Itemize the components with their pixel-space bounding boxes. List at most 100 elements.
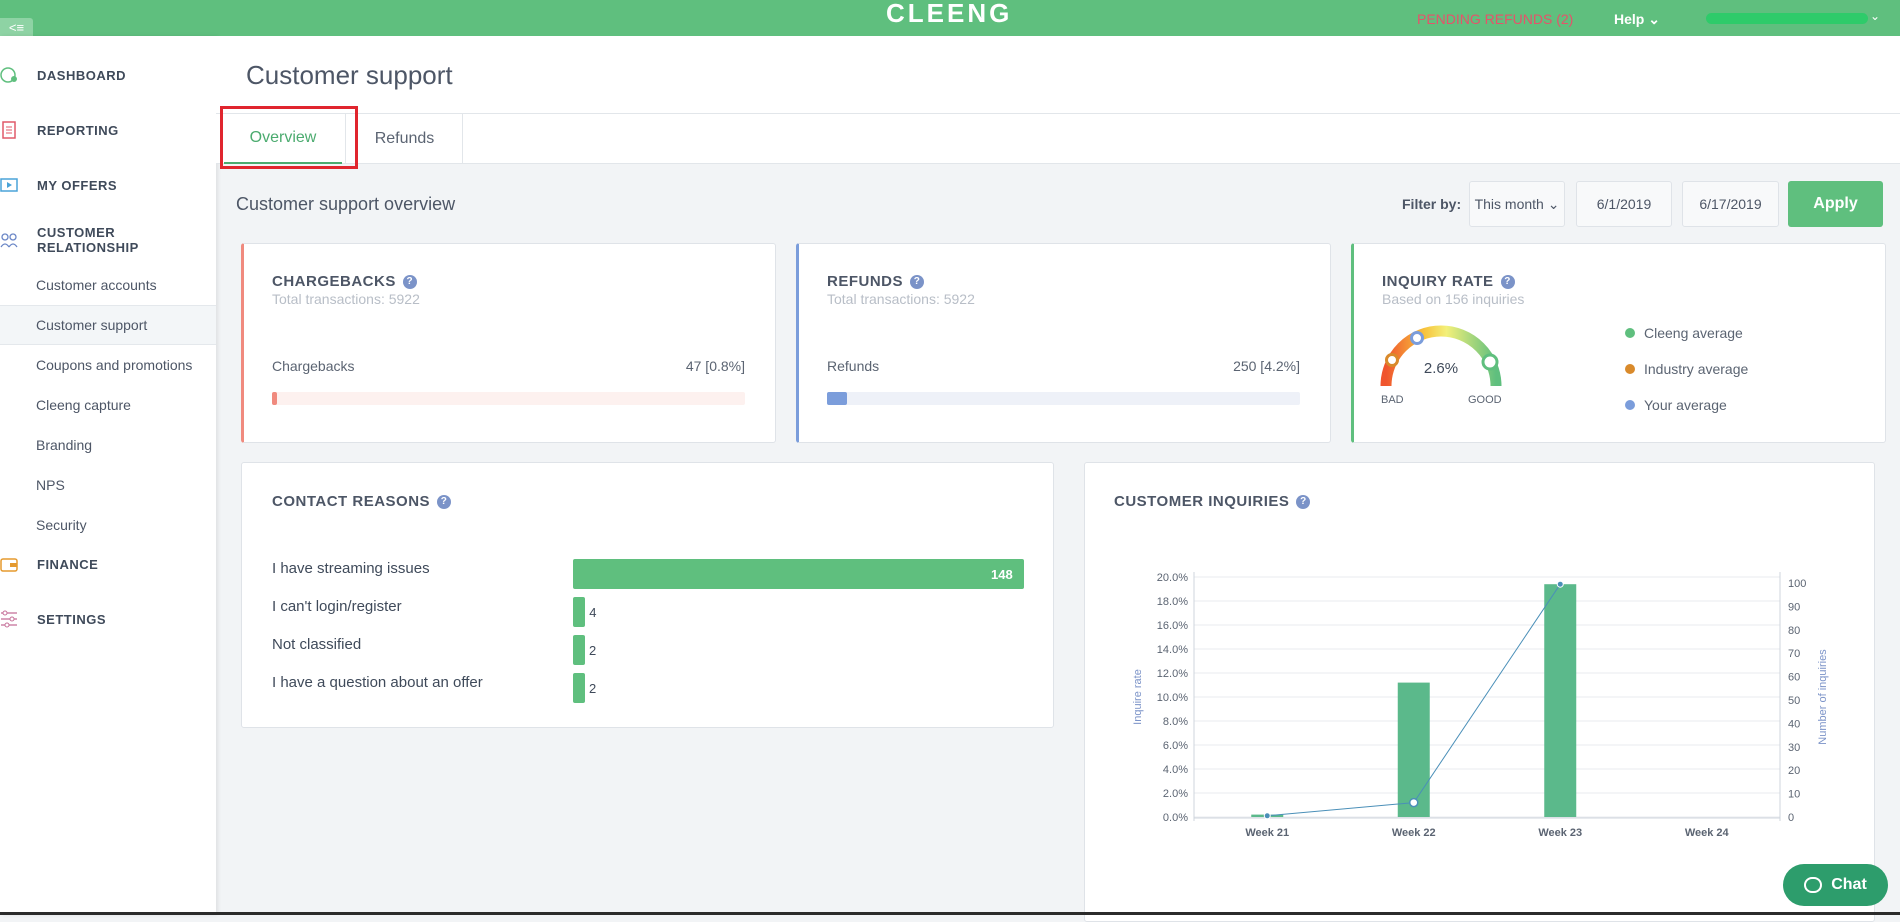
sidebar-item-settings[interactable]: SETTINGS <box>0 607 106 631</box>
gauge-bad-label: BAD <box>1381 394 1404 406</box>
chat-label: Chat <box>1831 876 1867 893</box>
y2-tick-label: 20 <box>1788 765 1800 777</box>
page-title: Customer support <box>246 60 453 90</box>
y-tick-label: 14.0% <box>1157 644 1188 656</box>
chargebacks-card <box>241 243 776 443</box>
gauge-good-label: GOOD <box>1468 394 1502 406</box>
refunds-progress-fill <box>827 392 847 405</box>
y2-tick-label: 70 <box>1788 648 1800 660</box>
y-tick-label: 16.0% <box>1157 620 1188 632</box>
date-from-input[interactable]: 6/1/2019 <box>1576 181 1672 227</box>
help-icon[interactable]: ? <box>910 274 925 289</box>
sidebar-item-customer-relationship[interactable]: CUSTOMER RELATIONSHIP <box>0 225 216 255</box>
legend-label: Your average <box>1644 397 1727 413</box>
reason-label: I have a question about an offer <box>272 674 483 691</box>
y-tick-label: 12.0% <box>1157 668 1188 680</box>
sidebar-item-customer-accounts[interactable]: Customer accounts <box>36 277 157 293</box>
help-icon[interactable]: ? <box>1500 274 1515 289</box>
reason-bar <box>573 673 585 703</box>
sidebar-item-label: MY OFFERS <box>37 177 118 193</box>
sidebar-item-security[interactable]: Security <box>36 517 87 533</box>
highlight-box <box>220 106 358 169</box>
gauge-arc <box>1380 325 1502 387</box>
x-tick-label: Week 23 <box>1538 827 1582 839</box>
inquiries-bar <box>1397 682 1430 817</box>
inquiry-rate-subtitle: Based on 156 inquiries <box>1382 291 1525 307</box>
your-average-marker <box>1410 331 1424 345</box>
collapse-sidebar-button[interactable]: <≡ <box>0 18 33 37</box>
sidebar-item-cleeng-capture[interactable]: Cleeng capture <box>36 397 131 413</box>
tab-overview[interactable]: Overview <box>224 114 342 164</box>
reason-bar <box>573 597 586 627</box>
divider <box>216 113 1900 114</box>
legend-industry-average: Industry average <box>1625 361 1748 377</box>
chargebacks-progress-track <box>272 392 745 405</box>
reason-bar <box>573 635 585 665</box>
tab-refunds[interactable]: Refunds <box>347 114 463 164</box>
sidebar-item-dashboard[interactable]: DASHBOARD <box>0 63 126 87</box>
x-tick-label: Week 22 <box>1392 827 1436 839</box>
card-title-text: CUSTOMER INQUIRIES <box>1114 493 1290 510</box>
customer-inquiries-card <box>1084 462 1875 922</box>
refunds-title: REFUNDS? <box>827 273 925 290</box>
y-tick-label: 8.0% <box>1163 716 1188 728</box>
chargebacks-value: 47 [0.8%] <box>685 358 745 374</box>
sidebar-item-nps[interactable]: NPS <box>36 477 65 493</box>
y2-tick-label: 80 <box>1788 625 1800 637</box>
dashboard-icon <box>0 66 18 84</box>
report-icon <box>0 121 18 139</box>
inquiry-gauge: 2.6% BAD GOOD <box>1380 325 1502 406</box>
chargebacks-label: Chargebacks <box>272 358 355 374</box>
top-bar: <≡ CLEENG PENDING REFUNDS (2) Help ⌄ ⌄ <box>0 0 1900 37</box>
inquiry-rate-title: INQUIRY RATE? <box>1382 273 1515 290</box>
sidebar-item-customer-support[interactable]: Customer support <box>0 305 216 345</box>
x-tick-label: Week 21 <box>1245 827 1289 839</box>
x-tick-label: Week 24 <box>1685 827 1730 839</box>
section-title: Customer support overview <box>236 194 456 214</box>
cleeng-logo[interactable]: CLEENG <box>886 0 1013 28</box>
pending-refunds-link[interactable]: PENDING REFUNDS (2) <box>1417 11 1574 27</box>
sidebar-item-my-offers[interactable]: MY OFFERS <box>0 173 117 197</box>
sidebar-item-label: CUSTOMER RELATIONSHIP <box>37 225 139 255</box>
y-tick-label: 0.0% <box>1163 812 1188 824</box>
help-menu[interactable]: Help ⌄ <box>1614 11 1660 28</box>
apply-button[interactable]: Apply <box>1788 181 1883 227</box>
sidebar-item-finance[interactable]: FINANCE <box>0 552 98 576</box>
y2-tick-label: 90 <box>1788 601 1800 613</box>
refunds-label: Refunds <box>827 358 880 374</box>
page-header <box>216 36 1900 164</box>
y2-tick-label: 10 <box>1788 789 1800 801</box>
y-tick-label: 6.0% <box>1163 740 1188 752</box>
sidebar-item-label: FINANCE <box>37 556 99 572</box>
help-icon[interactable]: ? <box>437 494 452 509</box>
sidebar-item-label: SETTINGS <box>37 611 107 627</box>
reason-label: Not classified <box>272 636 362 653</box>
inquire-rate-point <box>1263 812 1271 820</box>
user-menu[interactable] <box>1706 13 1868 24</box>
industry-average-marker <box>1385 353 1399 367</box>
y-tick-label: 18.0% <box>1157 596 1188 608</box>
y2-axis-title: Number of inquiries <box>1817 649 1829 745</box>
period-select[interactable]: This month ⌄ <box>1469 181 1565 227</box>
sidebar-item-branding[interactable]: Branding <box>36 437 93 453</box>
chat-button[interactable]: Chat <box>1783 864 1888 906</box>
reason-bar <box>573 559 1024 589</box>
sidebar-item-coupons-and-promotions[interactable]: Coupons and promotions <box>36 357 193 373</box>
refunds-card <box>796 243 1331 443</box>
y-axis-title: Inquire rate <box>1132 669 1144 725</box>
reason-value: 148 <box>991 567 1013 582</box>
y-tick-label: 20.0% <box>1157 572 1188 584</box>
help-label: Help <box>1614 11 1645 27</box>
sidebar-item-reporting[interactable]: REPORTING <box>0 118 119 142</box>
help-icon[interactable]: ? <box>1296 494 1311 509</box>
chevron-down-icon[interactable]: ⌄ <box>1870 9 1881 23</box>
sidebar-item-label: REPORTING <box>37 122 119 138</box>
contact-reasons-card <box>241 462 1054 728</box>
date-to-input[interactable]: 6/17/2019 <box>1682 181 1779 227</box>
reason-label: I can't login/register <box>272 598 402 615</box>
legend-dot <box>1625 364 1635 374</box>
gauge-value: 2.6% <box>1424 360 1458 377</box>
chargebacks-subtitle: Total transactions: 5922 <box>272 291 420 307</box>
inquiries-bar <box>1544 584 1577 817</box>
help-icon[interactable]: ? <box>402 274 417 289</box>
